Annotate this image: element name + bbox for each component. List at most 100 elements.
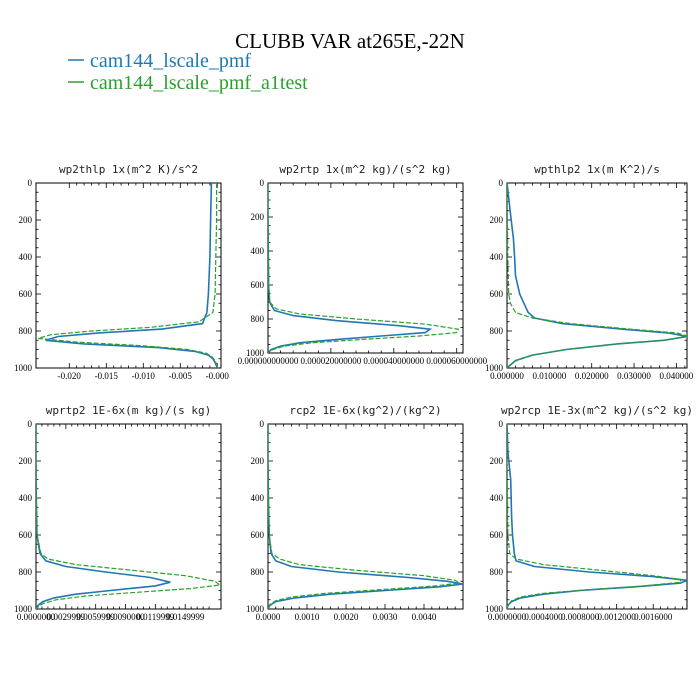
x-tick-label: 0.0040 [412, 612, 437, 622]
y-tick-label: 200 [19, 456, 33, 466]
panel-title: wpthlp2 1x(m K^2)/s [534, 163, 660, 176]
series-line-1 [268, 424, 463, 609]
y-tick-label: 1000 [246, 348, 265, 358]
y-tick-label: 0 [260, 419, 265, 429]
x-tick-label: -0.005 [169, 371, 193, 381]
y-tick-label: 200 [251, 456, 265, 466]
panel-title: wprtp2 1E-6x(m kg)/(s kg) [46, 404, 212, 417]
x-tick-label: 0.0149999 [166, 612, 205, 622]
y-tick-label: 600 [251, 280, 265, 290]
panels: wp2thlp 1x(m^2 K)/s^2 0 200 400 600 800 1000 -0… [14, 163, 694, 622]
y-tick-label: 0 [499, 419, 504, 429]
y-tick-label: 200 [490, 456, 504, 466]
x-tick-label: 0.030000 [617, 371, 651, 381]
y-tick-label: 600 [490, 530, 504, 540]
plot-frame [35, 423, 222, 610]
panel-2: wp2rtp 1x(m^2 kg)/(s^2 kg) 0 200 400 600 800 1… [238, 163, 488, 366]
x-tick-label: 0.0059999 [77, 612, 116, 622]
y-tick-label: 800 [251, 567, 265, 577]
series-line-1 [268, 183, 433, 353]
panel-5: rcp2 1E-6x(kg^2)/(kg^2) 0 200 400 600 800 1000… [246, 404, 464, 622]
x-tick-label: 0.000000 [490, 371, 524, 381]
x-tick-label: -0.015 [95, 371, 119, 381]
x-tick-label: 0.0004000 [524, 612, 563, 622]
y-tick-label: 600 [19, 530, 33, 540]
x-tick-label: 0.000040000000 [363, 356, 424, 366]
series-line-2 [36, 424, 221, 609]
x-tick-label: -0.010 [132, 371, 156, 381]
series-line-1 [36, 424, 171, 609]
plot-frame [35, 182, 222, 369]
panel-1: wp2thlp 1x(m^2 K)/s^2 0 200 400 600 800 1000 -0… [14, 163, 229, 381]
y-tick-label: 200 [251, 212, 265, 222]
series-line-2 [38, 183, 218, 368]
x-tick-label: 0.010000 [532, 371, 566, 381]
x-tick-label: -0.000 [206, 371, 230, 381]
y-tick-label: 0 [28, 419, 33, 429]
y-tick-label: 1000 [14, 604, 33, 614]
series-line-1 [507, 424, 687, 609]
panel-3: wpthlp2 1x(m K^2)/s 0 200 400 600 800 10000.00… [485, 163, 694, 381]
x-tick-label: 0.040000 [660, 371, 694, 381]
y-tick-label: 600 [19, 289, 33, 299]
y-tick-label: 400 [490, 252, 504, 262]
x-tick-label: 0.0030 [373, 612, 398, 622]
x-tick-label: 0.0020 [334, 612, 359, 622]
series-line-2 [268, 424, 461, 609]
legend: cam144_lscale_pmf cam144_lscale_pmf_a1te… [68, 50, 308, 94]
y-tick-label: 400 [19, 493, 33, 503]
legend-label-1: cam144_lscale_pmf [90, 50, 251, 72]
panel-title: wp2thlp 1x(m^2 K)/s^2 [59, 163, 198, 176]
y-tick-label: 400 [251, 493, 265, 503]
y-tick-label: 0 [499, 178, 504, 188]
x-tick-label: -0.020 [58, 371, 82, 381]
y-tick-label: 1000 [485, 363, 504, 373]
y-tick-label: 0 [28, 178, 33, 188]
panel-title: wp2rcp 1E-3x(m^2 kg)/(s^2 kg) [501, 404, 693, 417]
y-tick-label: 400 [490, 493, 504, 503]
y-tick-label: 0 [260, 178, 265, 188]
x-tick-label: 0.0000000 [17, 612, 56, 622]
panel-6: wp2rcp 1E-3x(m^2 kg)/(s^2 kg) 0 200 400 600 8… [485, 404, 693, 622]
panel-title: rcp2 1E-6x(kg^2)/(kg^2) [289, 404, 441, 417]
x-tick-label: 0.000020000000 [301, 356, 362, 366]
series-line-2 [268, 183, 460, 353]
plot-frame [267, 182, 464, 354]
x-tick-label: 0.000000000000 [238, 356, 299, 366]
x-tick-label: 0.000060000000 [426, 356, 487, 366]
y-tick-label: 800 [19, 567, 33, 577]
legend-entry-1: cam144_lscale_pmf [68, 50, 251, 72]
x-tick-label: 0.0000 [256, 612, 281, 622]
x-tick-label: 0.0119999 [136, 612, 174, 622]
y-tick-label: 200 [490, 215, 504, 225]
y-tick-label: 800 [490, 326, 504, 336]
figure-title: CLUBB VAR at265E,-22N [235, 29, 465, 53]
x-tick-label: 0.0029999 [47, 612, 86, 622]
y-tick-label: 600 [251, 530, 265, 540]
y-tick-label: 1000 [246, 604, 265, 614]
x-tick-label: 0.0010 [295, 612, 320, 622]
x-tick-label: 0.0008000 [561, 612, 600, 622]
plot-frame [506, 423, 688, 610]
y-tick-label: 200 [19, 215, 33, 225]
y-tick-label: 1000 [14, 363, 33, 373]
x-tick-label: 0.0090000 [106, 612, 145, 622]
y-tick-label: 400 [251, 246, 265, 256]
y-tick-label: 400 [19, 252, 33, 262]
y-tick-label: 800 [490, 567, 504, 577]
x-tick-label: 0.020000 [575, 371, 609, 381]
series-line-2 [507, 424, 682, 609]
y-tick-label: 1000 [485, 604, 504, 614]
panel-4: wprtp2 1E-6x(m kg)/(s kg) 0 200 400 600 800 10… [14, 404, 222, 622]
y-tick-label: 600 [490, 289, 504, 299]
x-tick-label: 0.0000000 [488, 612, 527, 622]
plot-frame [267, 423, 464, 610]
series-line-1 [45, 183, 219, 368]
legend-entry-2: cam144_lscale_pmf_a1test [68, 72, 308, 94]
series-line-2 [507, 183, 687, 368]
panel-title: wp2rtp 1x(m^2 kg)/(s^2 kg) [279, 163, 451, 176]
y-tick-label: 800 [251, 314, 265, 324]
y-tick-label: 800 [19, 326, 33, 336]
legend-label-2: cam144_lscale_pmf_a1test [90, 72, 308, 94]
